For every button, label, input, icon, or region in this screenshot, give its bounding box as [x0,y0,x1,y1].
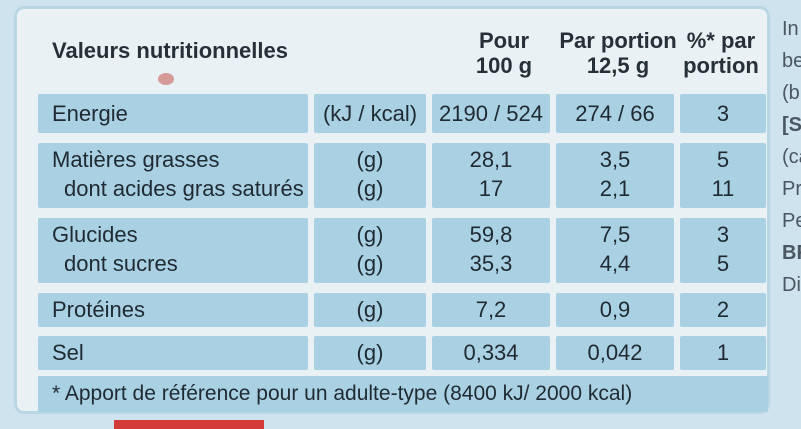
red-strip [114,420,264,429]
per100-text: 2190 / 524 [439,100,543,126]
cell-unit: (kJ / kcal) [314,94,426,133]
pct-text: 2 [716,297,730,322]
cell-label: Energie [38,94,308,133]
per100-text: 59,8 [469,222,513,247]
cell-per100: 2190 / 524 [432,94,550,133]
side-text: BR [782,242,801,264]
cell-portion: 0,9 [556,293,674,327]
unit-text: (g) [356,340,384,365]
per100-text: 17 [478,176,504,201]
cell-per100: 59,8 35,3 [432,218,550,283]
cell-pct: 5 11 [680,143,766,208]
portion-text: 0,9 [599,297,631,322]
pct-text: 3 [716,100,730,126]
header-pct: %* par portion [683,28,759,78]
unit-text: (kJ / kcal) [322,100,418,126]
table-title: Valeurs nutritionnelles [52,38,288,63]
portion-text: 0,042 [587,340,643,365]
cell-pct: 3 [680,94,766,133]
cell-pct: 2 [680,293,766,327]
cell-unit: (g) (g) [314,143,426,208]
label-text: dont sucres [64,251,178,276]
side-text: Pe [782,210,801,232]
header-per100: Pour 100 g [475,28,533,78]
pct-text: 11 [711,176,735,201]
side-text: [S [782,114,801,136]
cell-label: Glucides dont sucres [38,218,308,283]
cell-per100: 28,1 17 [432,143,550,208]
unit-text: (g) [356,251,384,276]
label-text: Glucides [52,222,138,247]
unit-text: (g) [356,176,384,201]
side-text: be [782,50,801,72]
header-portion: Par portion 12,5 g [559,28,677,78]
side-text: Pr [782,178,801,200]
cell-unit: (g) [314,293,426,327]
pct-text: 3 [716,222,730,247]
unit-text: (g) [356,147,384,172]
portion-text: 274 / 66 [575,100,655,126]
cell-label: Protéines [38,293,308,327]
cell-label: Matières grasses dont acides gras saturés [38,143,308,208]
cell-unit: (g) (g) [314,218,426,283]
per100-text: 0,334 [463,340,519,365]
side-text: Dis [782,274,801,296]
label-text: Matières grasses [52,147,220,172]
footnote: * Apport de référence pour un adulte-typ… [38,376,768,412]
portion-text: 3,5 [599,147,631,172]
label-text: Sel [52,340,84,365]
label-text: dont acides gras saturés [64,176,304,201]
nutrition-panel: Valeurs nutritionnelles Pour 100 g Par p… [14,6,770,414]
side-text: (b [782,82,800,104]
side-text: In [782,18,799,40]
table-row: Energie (kJ / kcal) 2190 / 524 274 / 66 3 [38,94,766,133]
label-text: Protéines [52,297,145,322]
label-text: Energie [52,100,128,126]
cell-per100: 7,2 [432,293,550,327]
cell-label: Sel [38,336,308,370]
unit-text: (g) [356,222,384,247]
portion-text: 2,1 [599,176,631,201]
cell-portion: 7,5 4,4 [556,218,674,283]
table-row: Glucides dont sucres (g) (g) 59,8 35,3 7,5 4,4 3… [38,218,766,283]
unit-text: (g) [356,297,384,322]
per100-text: 7,2 [475,297,507,322]
cell-unit: (g) [314,336,426,370]
portion-text: 4,4 [599,251,631,276]
pct-text: 5 [716,251,730,276]
per100-text: 35,3 [469,251,513,276]
cell-portion: 0,042 [556,336,674,370]
pct-text: 5 [716,147,730,172]
table-row: Matières grasses dont acides gras saturés… [38,143,766,208]
pct-text: 1 [716,340,730,365]
table-row: Protéines (g) 7,2 0,9 2 [38,293,766,327]
stain-mark [158,73,174,85]
cell-portion: 274 / 66 [556,94,674,133]
portion-text: 7,5 [599,222,631,247]
per100-text: 28,1 [469,147,513,172]
cell-per100: 0,334 [432,336,550,370]
cell-portion: 3,5 2,1 [556,143,674,208]
table-row: Sel (g) 0,334 0,042 1 [38,336,766,370]
cell-pct: 1 [680,336,766,370]
side-text: (ca [782,146,801,168]
